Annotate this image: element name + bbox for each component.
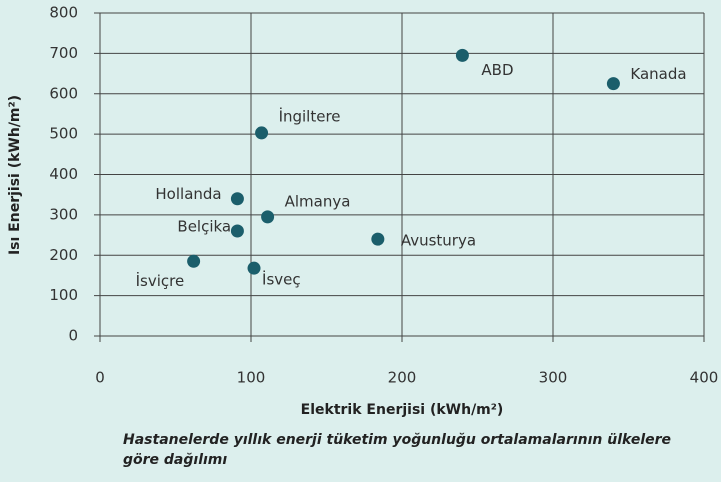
y-tick-label: 200 xyxy=(49,246,78,264)
y-tick-label: 300 xyxy=(49,205,78,223)
point-label: Avusturya xyxy=(401,232,476,250)
point xyxy=(247,261,261,275)
point xyxy=(187,254,201,268)
point xyxy=(455,48,469,62)
point-label: İsveç xyxy=(262,270,301,289)
y-tick-label: 400 xyxy=(49,165,78,183)
point xyxy=(230,192,244,206)
chart: Elektrik Enerjisi (kWh/m²) Isı Enerjisi … xyxy=(7,4,719,419)
y-tick-label: 500 xyxy=(49,125,78,143)
x-tick-label: 0 xyxy=(95,369,105,387)
point xyxy=(255,126,269,140)
y-tick-label: 600 xyxy=(49,84,78,102)
x-tick-label: 100 xyxy=(237,369,266,387)
x-tick-label: 300 xyxy=(539,369,568,387)
y-tick-label: 700 xyxy=(49,44,78,62)
x-axis-title: Elektrik Enerjisi (kWh/m²) xyxy=(301,402,504,418)
x-tick-label: 200 xyxy=(388,369,417,387)
caption: Hastanelerde yıllık enerji tüketim yoğun… xyxy=(123,432,672,468)
point-label: Hollanda xyxy=(155,185,221,203)
point-label: Kanada xyxy=(630,65,686,83)
y-tick-label: 0 xyxy=(68,327,78,345)
y-tick-label: 100 xyxy=(49,286,78,304)
point-label: ABD xyxy=(481,61,513,79)
y-axis-title: Isı Enerjisi (kWh/m²) xyxy=(7,95,23,255)
point-label: İsviçre xyxy=(136,271,185,290)
point-label: İngiltere xyxy=(279,106,341,125)
point-label: Belçika xyxy=(177,218,231,236)
point xyxy=(230,224,244,238)
point xyxy=(371,232,385,246)
point xyxy=(261,210,275,224)
point xyxy=(606,77,620,91)
y-tick-label: 800 xyxy=(49,4,78,22)
x-tick-label: 400 xyxy=(690,369,719,387)
point-label: Almanya xyxy=(285,192,351,210)
